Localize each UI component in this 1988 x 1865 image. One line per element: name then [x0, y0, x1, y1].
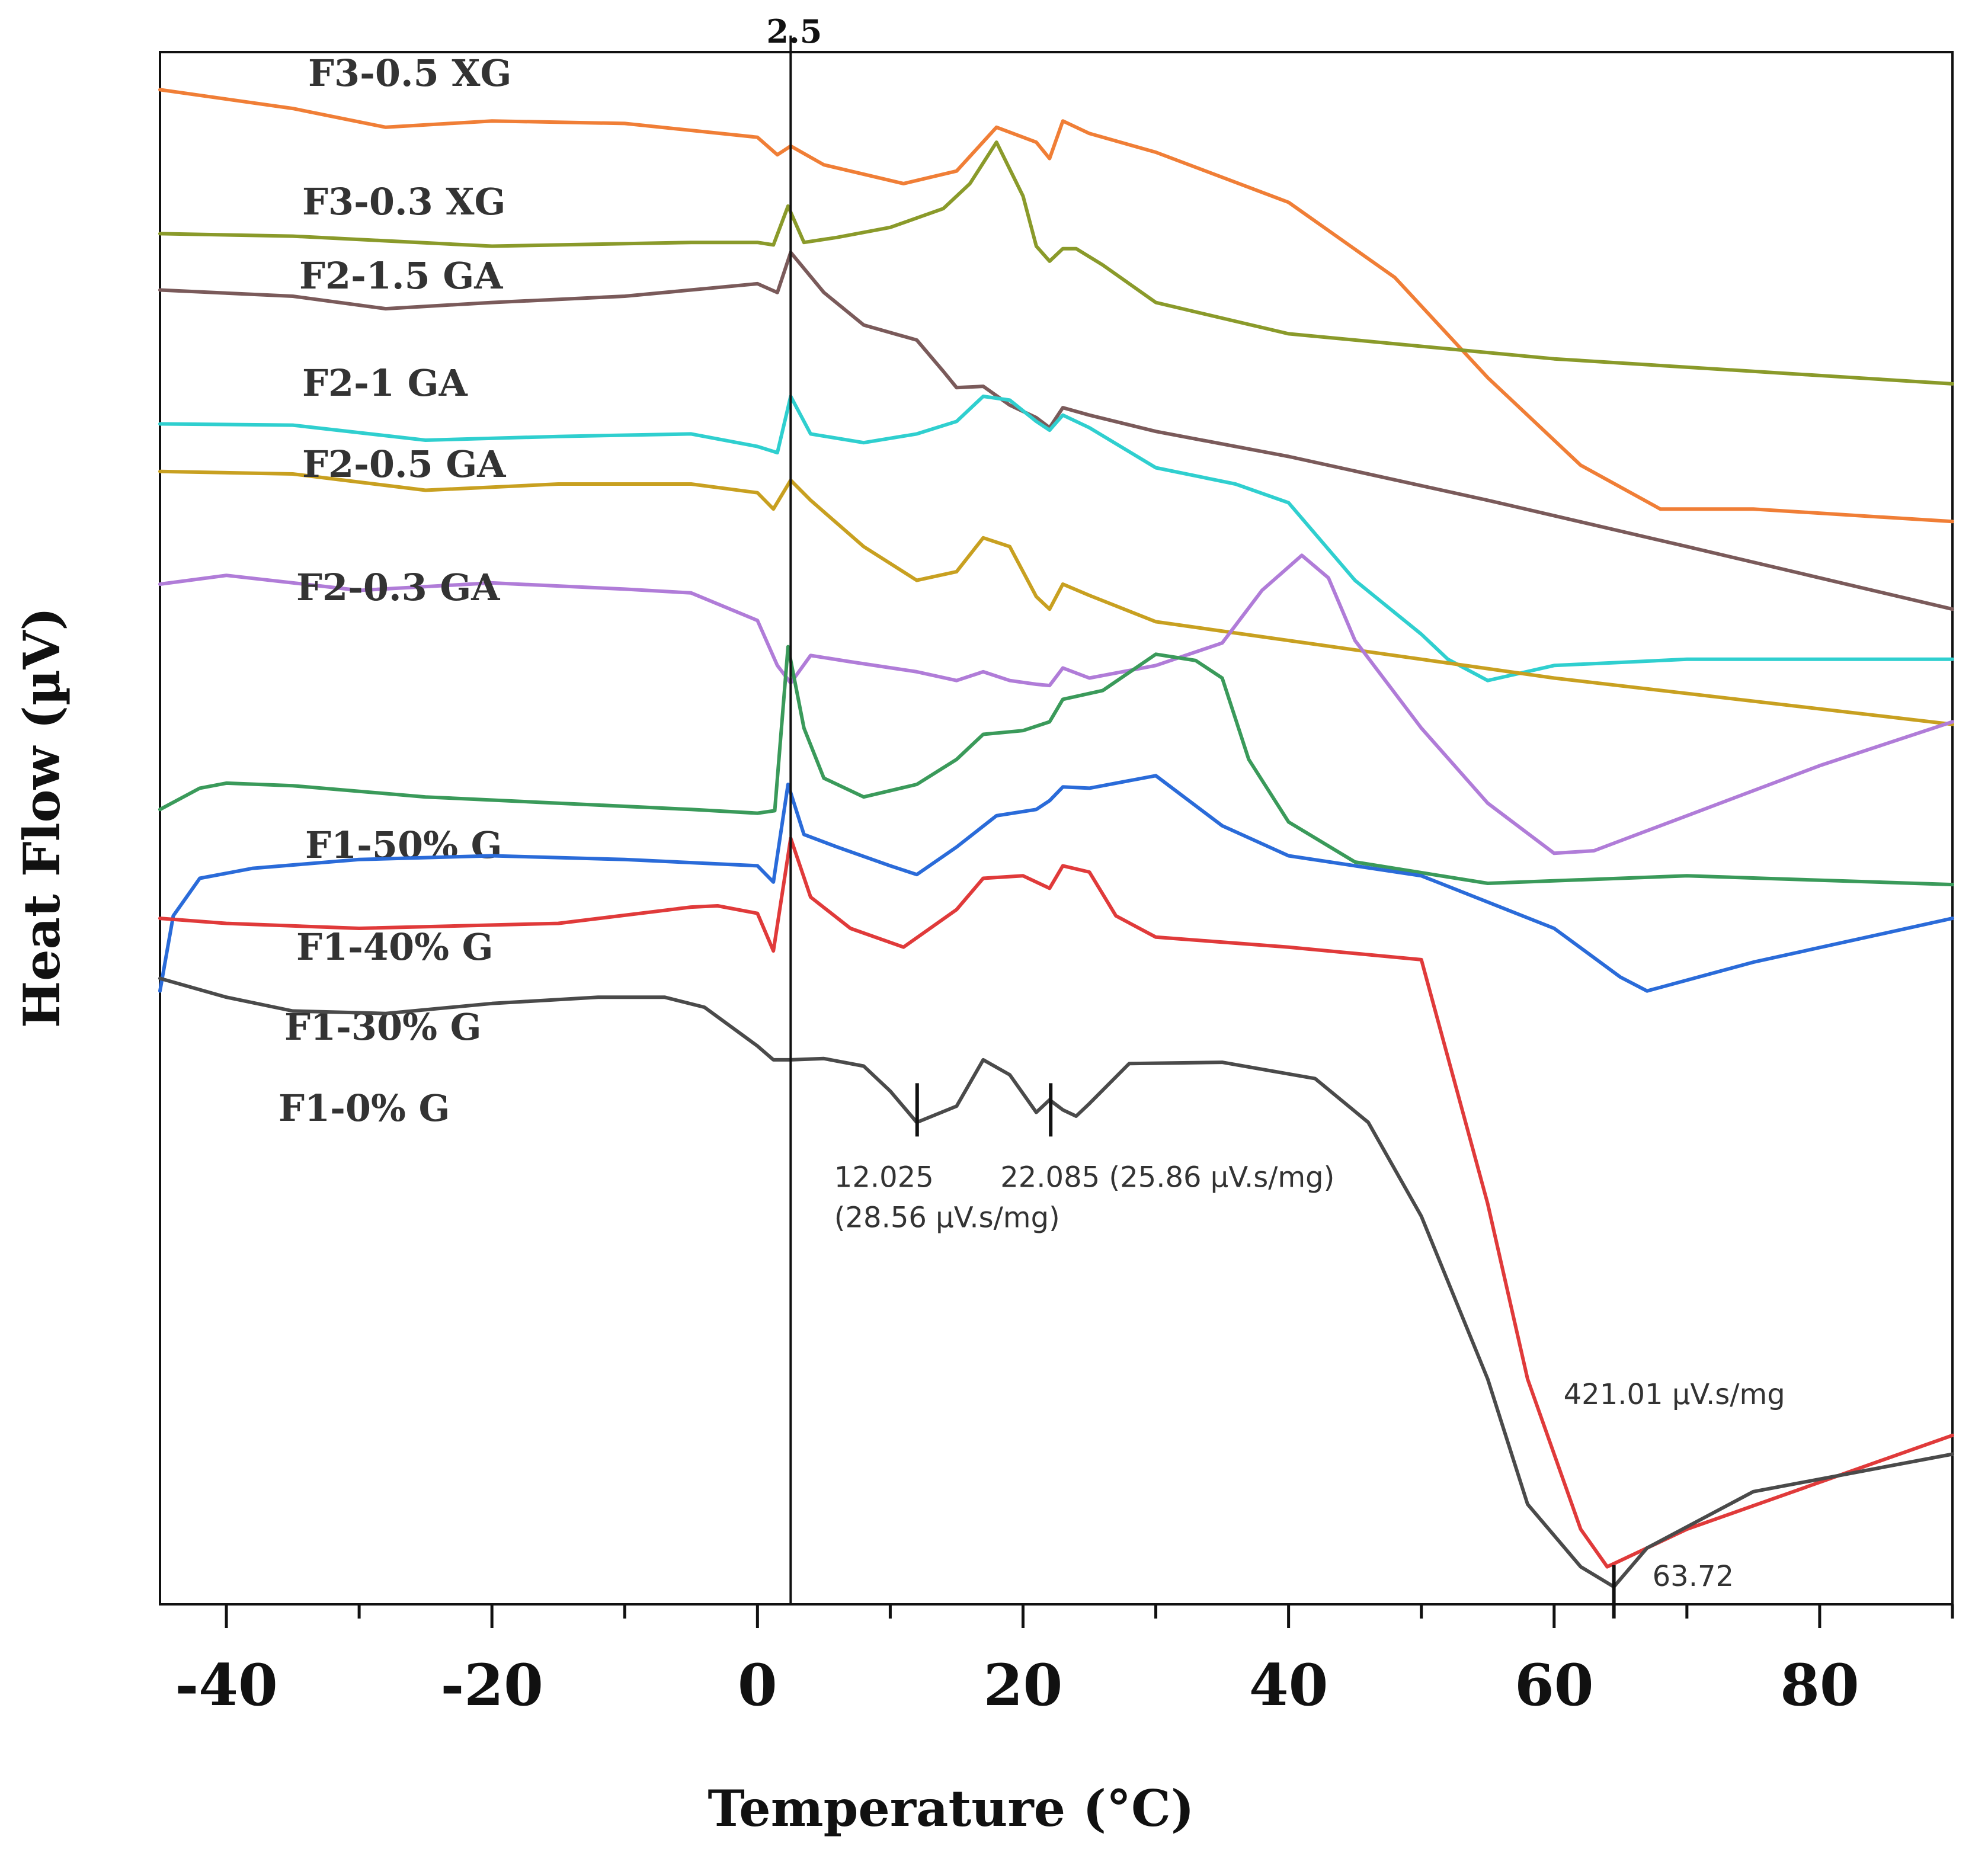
x-axis: -40 -20 0 20 40 60 80	[175, 1604, 1954, 1719]
annotation-text: 421.01 µV.s/mg	[1564, 1378, 1785, 1411]
x-tick-label: 40	[1249, 1652, 1328, 1719]
annotation-text: 63.72	[1653, 1560, 1734, 1593]
series-label-f2-0-3-ga: F2-0.3 GA	[296, 566, 500, 609]
series-line-f3-0-5-xg	[158, 88, 1954, 524]
annotation-text: (28.56 µV.s/mg)	[834, 1201, 1060, 1234]
series-line-f3-0-3-xg	[158, 140, 1954, 386]
series-label-f2-1-ga: F2-1 GA	[302, 361, 468, 405]
series-label-f3-0-5-xg: F3-0.5 XG	[308, 52, 511, 95]
series-line-f1-50-g	[158, 645, 1954, 887]
reference-line-label: 2.5	[766, 12, 822, 50]
x-tick-label: -20	[440, 1652, 543, 1719]
series-label-f1-0-g: F1-0% G	[278, 1087, 450, 1130]
x-tick-label: -40	[175, 1652, 277, 1719]
x-tick-label: 20	[984, 1652, 1063, 1719]
series-line-f1-40-g	[158, 774, 1954, 993]
series-line-f2-0-3-ga	[158, 553, 1954, 855]
x-tick-label: 0	[738, 1652, 777, 1719]
x-tick-label: 80	[1780, 1652, 1859, 1719]
series-line-f2-1-ga	[158, 395, 1954, 682]
annotation-text: 22.085 (25.86 µV.s/mg)	[1000, 1161, 1334, 1194]
series-layer: F3-0.5 XG F3-0.3 XG F2-1.5 GA F2-1 GA F2-0.5…	[158, 52, 1954, 1589]
series-line-f1-30-g	[158, 836, 1954, 1569]
series-line-f2-0-5-ga	[158, 469, 1954, 726]
series-line-f2-1-5-ga	[158, 251, 1954, 611]
annotation-text: 12.025	[834, 1161, 934, 1194]
x-tick-label: 60	[1515, 1652, 1594, 1719]
series-label-f2-0-5-ga: F2-0.5 GA	[302, 443, 506, 486]
series-label-f1-40-g: F1-40% G	[296, 925, 494, 969]
x-axis-title: Temperature (°C)	[708, 1779, 1194, 1838]
y-axis-title: Heat Flow (µV)	[12, 607, 71, 1028]
annotation-layer: 12.025 (28.56 µV.s/mg) 22.085 (25.86 µV.s/…	[834, 1083, 1785, 1619]
series-line-f1-0-g	[158, 976, 1954, 1589]
series-label-f3-0-3-xg: F3-0.3 XG	[302, 180, 505, 223]
series-label-f2-1-5-ga: F2-1.5 GA	[299, 254, 503, 297]
plot-area: F3-0.5 XG F3-0.3 XG F2-1.5 GA F2-1 GA F2-0.5…	[158, 12, 1954, 1619]
